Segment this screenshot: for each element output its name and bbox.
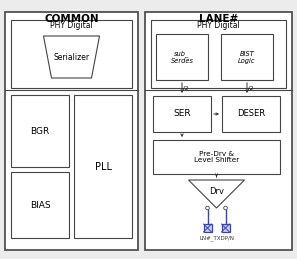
Text: Pre-Drv &
Level Shifter: Pre-Drv & Level Shifter [194,150,239,163]
Bar [221,34,273,80]
Text: LN#_TXDP/N: LN#_TXDP/N [199,235,234,241]
Text: /2: /2 [183,85,188,90]
Text: LANE#: LANE# [199,14,238,24]
Text: BIST
Logic: BIST Logic [238,51,256,63]
Bar [11,95,69,167]
Text: Serializer: Serializer [53,53,90,61]
Text: PHY Digital: PHY Digital [50,21,93,31]
Bar [222,96,280,132]
Text: /2: /2 [248,85,253,90]
Bar [153,96,211,132]
Bar [153,140,280,174]
Polygon shape [43,36,99,78]
Bar [11,172,69,238]
Bar [74,95,132,238]
Text: PHY Digital: PHY Digital [197,21,240,31]
Text: sub_
Serdes: sub_ Serdes [170,50,194,64]
Bar [5,12,138,250]
Bar [145,12,292,250]
Bar [156,34,208,80]
Text: BGR: BGR [30,126,50,135]
Bar [11,20,132,88]
Circle shape [206,206,209,210]
Text: PLL: PLL [94,162,111,171]
Text: Drv: Drv [209,188,224,197]
Text: BIAS: BIAS [30,200,50,210]
Text: DESER: DESER [237,110,265,119]
Polygon shape [189,180,244,208]
Bar [151,20,286,88]
Circle shape [224,206,227,210]
Text: COMMON: COMMON [44,14,99,24]
Bar [203,224,211,232]
Text: SER: SER [173,110,191,119]
Bar [222,224,230,232]
